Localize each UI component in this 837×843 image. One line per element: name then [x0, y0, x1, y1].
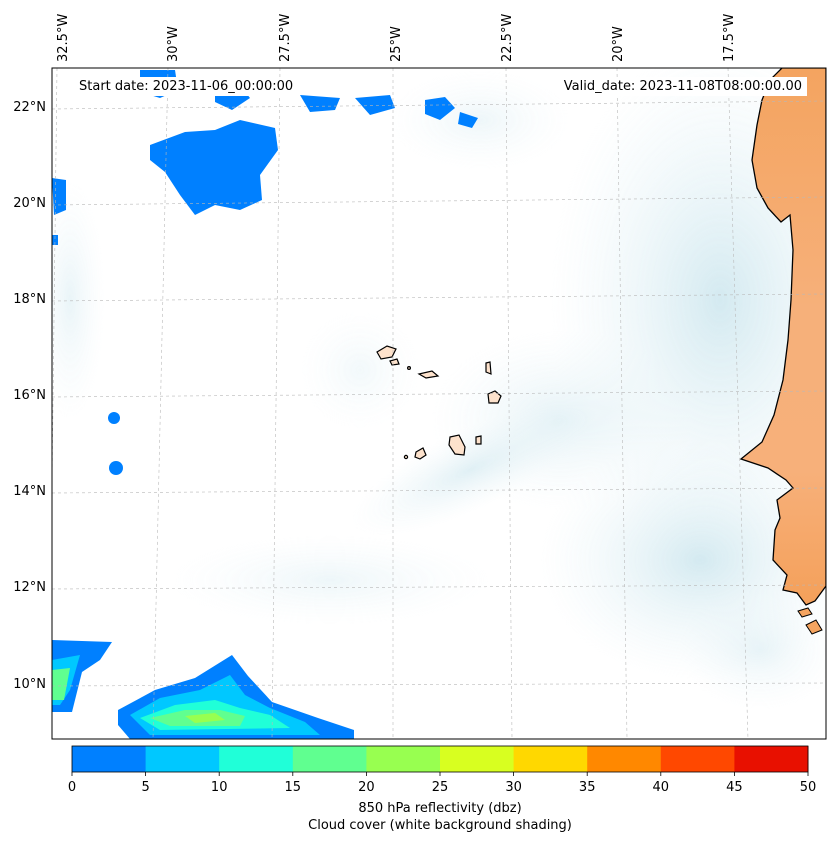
colorbar-tick-label: 40: [653, 780, 670, 795]
cape-verde-islands: [376, 345, 502, 460]
colorbar-ticks: 0 5 10 15 20 25 30 35 40 45 50: [68, 772, 816, 795]
valid-date-label: Valid_date: 2023-11-08T08:00:00.00: [558, 77, 807, 96]
start-date-label: Start date: 2023-11-06_00:00:00: [74, 77, 299, 96]
map-panel: [51, 67, 827, 740]
reflectivity-contours: [52, 70, 478, 739]
island-sal: [485, 361, 492, 375]
island-maio: [475, 435, 482, 445]
colorbar-tick-label: 15: [285, 780, 302, 795]
lon-label: 25°W: [389, 26, 404, 62]
island-fogo: [414, 447, 427, 460]
lon-label: 22.5°W: [500, 14, 515, 62]
colorbar-tick-label: 5: [141, 780, 149, 795]
colorbar-tick-label: 35: [579, 780, 596, 795]
colorbar-tick-label: 20: [358, 780, 375, 795]
island-brava: [403, 454, 409, 460]
colorbar-tick-label: 50: [800, 780, 817, 795]
colorbar-swatch: [587, 746, 662, 772]
island-sao-nicolau: [417, 370, 440, 379]
lon-label: 20°W: [611, 26, 626, 62]
island-sao-vicente: [389, 358, 400, 366]
colorbar-tick-label: 45: [726, 780, 743, 795]
lat-label: 20°N: [13, 196, 46, 211]
island-santiago: [448, 434, 466, 456]
colorbar-swatch: [219, 746, 294, 772]
lon-label: 32.5°W: [56, 14, 71, 62]
island-boa-vista: [487, 390, 502, 404]
colorbar-tick-label: 10: [211, 780, 228, 795]
coast-islet: [805, 619, 823, 635]
colorbar-swatch: [734, 746, 809, 772]
colorbar: 0 5 10 15 20 25 30 35 40 45 50: [68, 745, 816, 795]
colorbar-swatch: [513, 746, 588, 772]
map-frame: [51, 67, 827, 740]
lon-label: 27.5°W: [278, 14, 293, 62]
colorbar-swatch: [72, 746, 147, 772]
colorbar-swatch: [292, 746, 367, 772]
lon-label: 17.5°W: [722, 14, 737, 62]
colorbar-label: 850 hPa reflectivity (dbz): [358, 801, 522, 816]
colorbar-tick-label: 25: [432, 780, 449, 795]
cloud-cover-shading: [52, 68, 826, 710]
colorbar-sublabel: Cloud cover (white background shading): [308, 818, 572, 833]
gridlines: [52, 68, 826, 739]
lat-label: 12°N: [13, 580, 46, 595]
island-santo-antao: [376, 345, 397, 360]
lat-label: 10°N: [13, 677, 46, 692]
african-coast-land: [739, 68, 826, 606]
lat-label: 16°N: [13, 388, 46, 403]
colorbar-swatch: [660, 746, 735, 772]
lat-label: 22°N: [13, 100, 46, 115]
colorbar-tick-label: 30: [505, 780, 522, 795]
colorbar-swatch: [366, 746, 441, 772]
lon-label: 30°W: [166, 26, 181, 62]
longitude-labels: 32.5°W 30°W 27.5°W 25°W 22.5°W 20°W 17.5…: [56, 14, 737, 62]
latitude-labels: 22°N 20°N 18°N 16°N 14°N 12°N 10°N: [13, 100, 46, 692]
colorbar-swatch: [440, 746, 515, 772]
lat-label: 18°N: [13, 292, 46, 307]
colorbar-swatch: [145, 746, 220, 772]
colorbar-tick-label: 0: [68, 780, 76, 795]
lat-label: 14°N: [13, 484, 46, 499]
island-santa-luzia: [407, 366, 412, 371]
colorbar-swatches: [72, 746, 809, 772]
coast-islet: [797, 607, 813, 618]
